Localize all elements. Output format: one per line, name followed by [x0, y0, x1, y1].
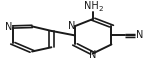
Text: 2: 2: [98, 6, 103, 12]
Text: N: N: [68, 21, 75, 31]
Text: N: N: [5, 22, 13, 32]
Text: N: N: [89, 50, 97, 60]
Text: N: N: [137, 30, 144, 40]
Text: NH: NH: [84, 1, 99, 11]
